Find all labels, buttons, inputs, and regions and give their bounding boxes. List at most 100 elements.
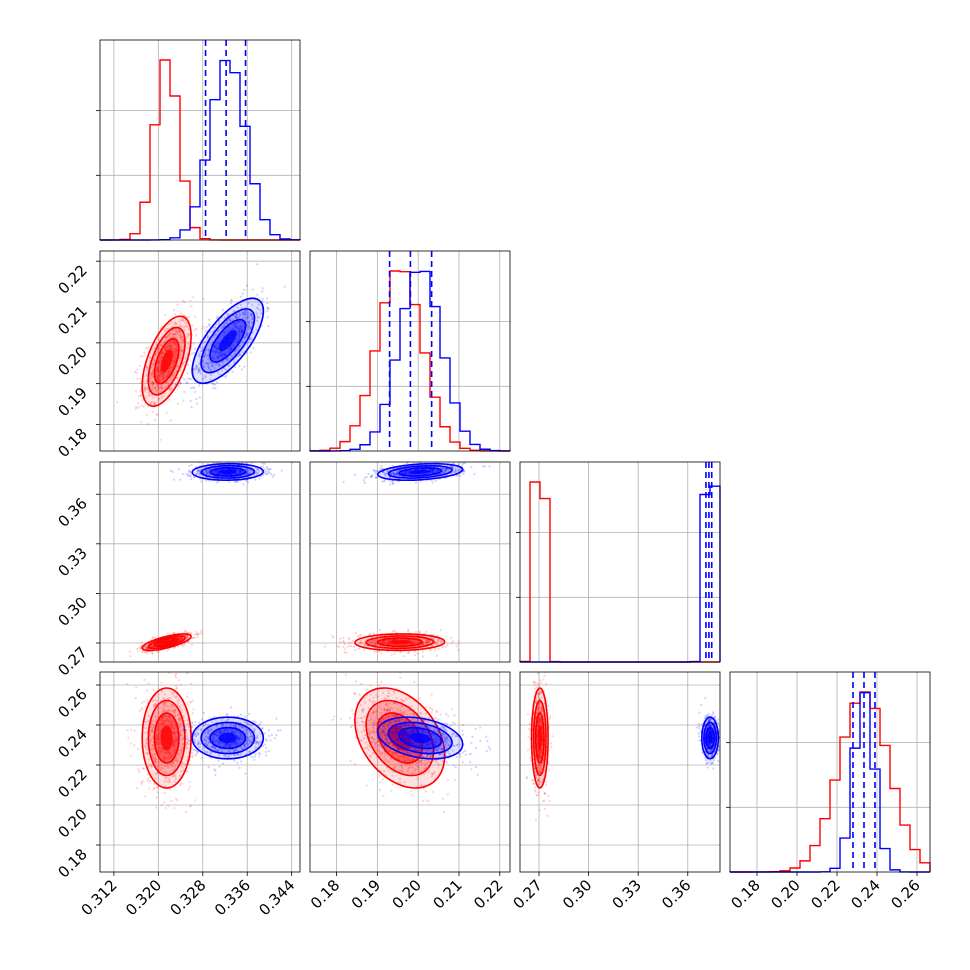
sample-point <box>235 468 238 471</box>
sample-point <box>402 643 405 646</box>
sample-point <box>153 753 156 756</box>
sample-point <box>180 748 183 751</box>
sample-point <box>199 372 202 375</box>
sample-point <box>144 386 147 389</box>
sample-point <box>167 715 170 718</box>
sample-point <box>160 356 163 359</box>
sample-point <box>241 351 244 354</box>
sample-point <box>142 405 145 408</box>
sample-point <box>186 333 189 336</box>
sample-point <box>151 369 155 372</box>
sample-point <box>390 654 393 657</box>
sample-point <box>455 474 458 477</box>
sample-point <box>169 367 172 370</box>
sample-point <box>406 470 409 473</box>
sample-point <box>450 642 453 645</box>
sample-point <box>181 362 184 365</box>
sample-point <box>173 341 176 344</box>
sample-point <box>216 329 219 332</box>
sample-point <box>149 402 152 406</box>
sample-point <box>238 331 242 334</box>
sample-point <box>357 635 360 638</box>
sample-point <box>176 349 179 352</box>
sample-point <box>195 327 198 331</box>
sample-point <box>222 361 225 364</box>
sample-point <box>173 360 176 363</box>
sample-point <box>382 480 385 483</box>
sample-point <box>402 472 405 475</box>
sample-point <box>234 325 237 328</box>
sample-point <box>171 742 175 745</box>
sample-point <box>432 468 435 471</box>
sample-point <box>382 641 386 645</box>
sample-point <box>245 471 248 475</box>
sample-point <box>219 468 223 471</box>
sample-point <box>171 704 174 707</box>
sample-point <box>346 645 349 648</box>
sample-point <box>141 399 144 402</box>
sample-point <box>254 470 257 474</box>
sample-point <box>256 319 259 322</box>
sample-point <box>174 736 177 739</box>
sample-point <box>381 480 384 483</box>
sample-point <box>437 469 440 472</box>
sample-point <box>185 634 188 638</box>
sample-point <box>147 346 150 349</box>
sample-point <box>165 345 169 348</box>
sample-point <box>453 471 456 474</box>
sample-point <box>406 651 410 655</box>
sample-point <box>250 459 252 461</box>
sample-point <box>178 329 181 332</box>
sample-point <box>234 322 237 326</box>
sample-point <box>191 386 194 389</box>
sample-point <box>360 633 363 637</box>
sample-point <box>159 375 162 378</box>
sample-point <box>188 805 192 808</box>
sample-point <box>370 475 373 478</box>
sample-point <box>411 640 414 644</box>
sample-point <box>186 335 189 338</box>
sample-point <box>238 337 241 340</box>
sample-point <box>175 348 178 351</box>
sample-point <box>217 356 220 359</box>
sample-point <box>149 645 152 648</box>
sample-point <box>144 647 147 650</box>
sample-point <box>150 764 153 767</box>
sample-point <box>191 756 194 759</box>
sample-point <box>211 350 214 353</box>
sample-point <box>146 647 149 651</box>
sample-point <box>168 719 171 722</box>
sample-point <box>193 741 196 744</box>
sample-point <box>163 720 167 723</box>
sample-point <box>246 469 249 472</box>
sample-point <box>463 470 466 473</box>
sample-point <box>214 345 217 348</box>
sample-point <box>171 363 174 366</box>
sample-point <box>394 474 397 477</box>
sample-point <box>165 375 168 378</box>
sample-point <box>160 344 163 347</box>
sample-point <box>154 737 157 740</box>
sample-point <box>195 630 198 633</box>
sample-point <box>194 367 197 370</box>
sample-point <box>207 348 210 351</box>
sample-point <box>162 708 165 711</box>
sample-point <box>184 355 187 359</box>
sample-point <box>239 295 243 298</box>
sample-point <box>139 647 142 650</box>
sample-point <box>433 470 437 473</box>
sample-point <box>209 361 212 364</box>
sample-point <box>146 366 149 370</box>
sample-point <box>216 371 219 374</box>
sample-point <box>255 311 258 314</box>
sample-point <box>162 377 165 381</box>
sample-point <box>167 347 170 350</box>
sample-point <box>150 366 153 369</box>
sample-point <box>158 728 161 731</box>
sample-point <box>157 739 160 742</box>
sample-point <box>210 362 214 365</box>
sample-point <box>183 763 186 766</box>
sample-point <box>174 336 177 339</box>
sample-point <box>174 739 178 742</box>
sample-point <box>235 326 238 329</box>
